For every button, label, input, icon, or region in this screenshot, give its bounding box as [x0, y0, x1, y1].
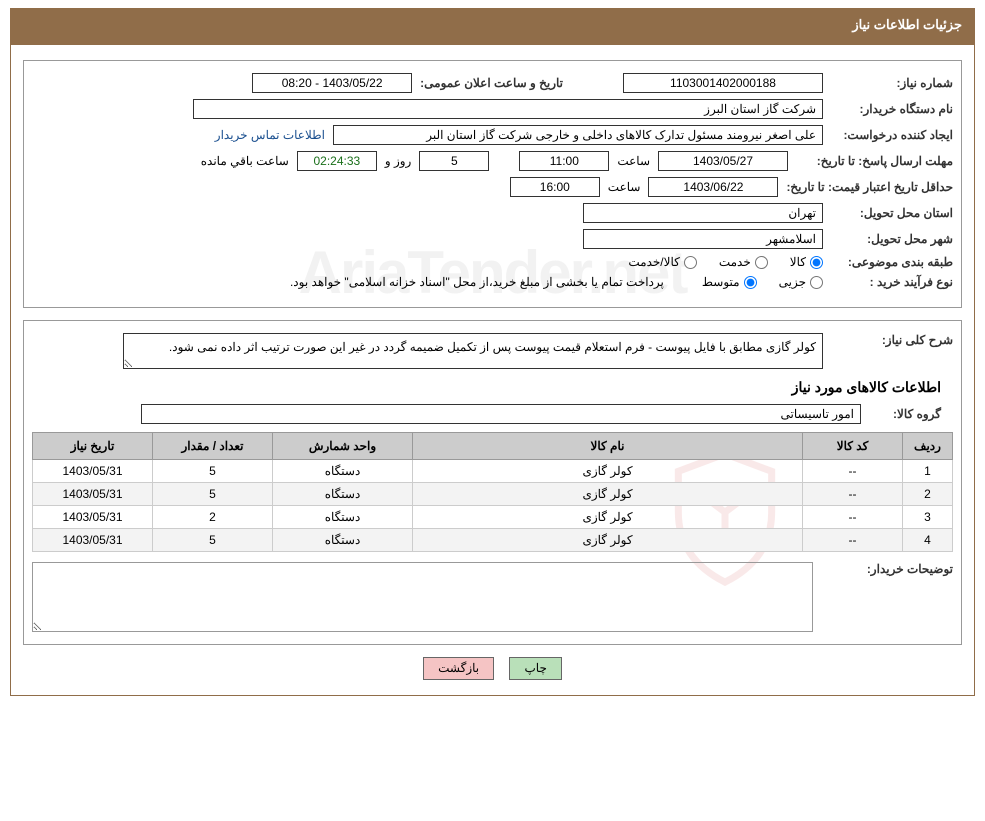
group-label: گروه کالا:	[861, 407, 941, 421]
back-button[interactable]: بازگشت	[423, 657, 494, 680]
need-number-value: 1103001402000188	[623, 73, 823, 93]
print-button[interactable]: چاپ	[509, 657, 561, 680]
panel-title: جزئیات اطلاعات نیاز	[11, 9, 974, 41]
table-cell: 1403/05/31	[33, 529, 153, 552]
radio-both[interactable]: کالا/خدمت	[628, 255, 696, 269]
need-number-label: شماره نیاز:	[823, 76, 953, 90]
table-row: 3--کولر گازیدستگاه21403/05/31	[33, 506, 953, 529]
th-qty: تعداد / مقدار	[153, 433, 273, 460]
deadline-time: 11:00	[519, 151, 609, 171]
th-name: نام کالا	[413, 433, 803, 460]
table-cell: 5	[153, 483, 273, 506]
days-label: روز و	[385, 154, 412, 168]
table-cell: کولر گازی	[413, 506, 803, 529]
validity-date: 1403/06/22	[648, 177, 778, 197]
buyer-desc-label: توضیحات خریدار:	[823, 562, 953, 576]
process-label: نوع فرآیند خرید :	[823, 275, 953, 289]
city-value: اسلامشهر	[583, 229, 823, 249]
row-group: گروه کالا: امور تاسیساتی	[44, 404, 941, 424]
province-value: تهران	[583, 203, 823, 223]
requester-value: علی اصغر نیرومند مسئول تدارک کالاهای داخ…	[333, 125, 823, 145]
row-requester: ایجاد کننده درخواست: علی اصغر نیرومند مس…	[32, 125, 953, 145]
radio-goods[interactable]: کالا	[790, 255, 823, 269]
row-overview: شرح کلی نیاز: کولر گازی مطابق با فایل پی…	[32, 333, 953, 369]
th-date: تاریخ نیاز	[33, 433, 153, 460]
row-buyer-org: نام دستگاه خریدار: شرکت گاز استان البرز	[32, 99, 953, 119]
buyer-org-label: نام دستگاه خریدار:	[823, 102, 953, 116]
info-section: شماره نیاز: 1103001402000188 تاریخ و ساع…	[23, 60, 962, 308]
table-row: 1--کولر گازیدستگاه51403/05/31	[33, 460, 953, 483]
announce-value: 1403/05/22 - 08:20	[252, 73, 412, 93]
row-validity: حداقل تاریخ اعتبار قیمت: تا تاریخ: 1403/…	[32, 177, 953, 197]
th-row: ردیف	[903, 433, 953, 460]
goods-title: اطلاعات کالاهای مورد نیاز	[44, 379, 941, 396]
table-row: 4--کولر گازیدستگاه51403/05/31	[33, 529, 953, 552]
radio-partial[interactable]: جزیی	[779, 275, 823, 289]
row-buyer-desc: توضیحات خریدار:	[32, 562, 953, 632]
deadline-date: 1403/05/27	[658, 151, 788, 171]
days-value: 5	[419, 151, 489, 171]
divider	[11, 41, 974, 45]
remaining-label: ساعت باقي مانده	[201, 154, 289, 168]
validity-time: 16:00	[510, 177, 600, 197]
overview-label: شرح کلی نیاز:	[823, 333, 953, 347]
city-label: شهر محل تحویل:	[823, 232, 953, 246]
countdown-value: 02:24:33	[297, 151, 377, 171]
table-cell: دستگاه	[273, 529, 413, 552]
table-cell: 1403/05/31	[33, 506, 153, 529]
radio-medium[interactable]: متوسط	[702, 275, 757, 289]
category-label: طبقه بندی موضوعی:	[823, 255, 953, 269]
table-cell: دستگاه	[273, 483, 413, 506]
table-cell: کولر گازی	[413, 483, 803, 506]
province-label: استان محل تحویل:	[823, 206, 953, 220]
radio-service[interactable]: خدمت	[719, 255, 768, 269]
row-province: استان محل تحویل: تهران	[32, 203, 953, 223]
table-header-row: ردیف کد کالا نام کالا واحد شمارش تعداد /…	[33, 433, 953, 460]
row-process: نوع فرآیند خرید : جزیی متوسط پرداخت تمام…	[32, 275, 953, 289]
announce-label: تاریخ و ساعت اعلان عمومی:	[412, 76, 563, 90]
table-cell: --	[803, 506, 903, 529]
table-cell: --	[803, 529, 903, 552]
row-category: طبقه بندی موضوعی: کالا خدمت کالا/خدمت	[32, 255, 953, 269]
table-cell: --	[803, 483, 903, 506]
time-label-1: ساعت	[617, 154, 650, 168]
process-radios: جزیی متوسط	[684, 275, 823, 289]
goods-table: ردیف کد کالا نام کالا واحد شمارش تعداد /…	[32, 432, 953, 552]
table-cell: 2	[903, 483, 953, 506]
table-cell: 3	[903, 506, 953, 529]
table-row: 2--کولر گازیدستگاه51403/05/31	[33, 483, 953, 506]
table-cell: --	[803, 460, 903, 483]
table-cell: کولر گازی	[413, 460, 803, 483]
table-cell: 4	[903, 529, 953, 552]
deadline-label: مهلت ارسال پاسخ: تا تاریخ:	[788, 154, 953, 168]
table-cell: 1403/05/31	[33, 460, 153, 483]
validity-label: حداقل تاریخ اعتبار قیمت: تا تاریخ:	[778, 180, 953, 194]
main-panel: جزئیات اطلاعات نیاز شماره نیاز: 11030014…	[10, 8, 975, 696]
row-need-number: شماره نیاز: 1103001402000188 تاریخ و ساع…	[32, 73, 953, 93]
button-row: چاپ بازگشت	[11, 657, 974, 680]
table-cell: کولر گازی	[413, 529, 803, 552]
time-label-2: ساعت	[608, 180, 641, 194]
table-cell: 5	[153, 529, 273, 552]
row-city: شهر محل تحویل: اسلامشهر	[32, 229, 953, 249]
category-radios: کالا خدمت کالا/خدمت	[610, 255, 823, 269]
th-code: کد کالا	[803, 433, 903, 460]
table-cell: دستگاه	[273, 460, 413, 483]
requester-label: ایجاد کننده درخواست:	[823, 128, 953, 142]
table-cell: 1	[903, 460, 953, 483]
detail-section: شرح کلی نیاز: کولر گازی مطابق با فایل پی…	[23, 320, 962, 645]
contact-link[interactable]: اطلاعات تماس خریدار	[215, 128, 325, 142]
row-deadline: مهلت ارسال پاسخ: تا تاریخ: 1403/05/27 سا…	[32, 151, 953, 171]
th-unit: واحد شمارش	[273, 433, 413, 460]
payment-note: پرداخت تمام یا بخشی از مبلغ خرید،از محل …	[290, 275, 664, 289]
buyer-org-value: شرکت گاز استان البرز	[193, 99, 823, 119]
table-cell: 1403/05/31	[33, 483, 153, 506]
table-cell: دستگاه	[273, 506, 413, 529]
table-cell: 2	[153, 506, 273, 529]
buyer-desc-box[interactable]	[32, 562, 813, 632]
group-value: امور تاسیساتی	[141, 404, 861, 424]
table-cell: 5	[153, 460, 273, 483]
overview-text: کولر گازی مطابق با فایل پیوست - فرم استع…	[123, 333, 823, 369]
